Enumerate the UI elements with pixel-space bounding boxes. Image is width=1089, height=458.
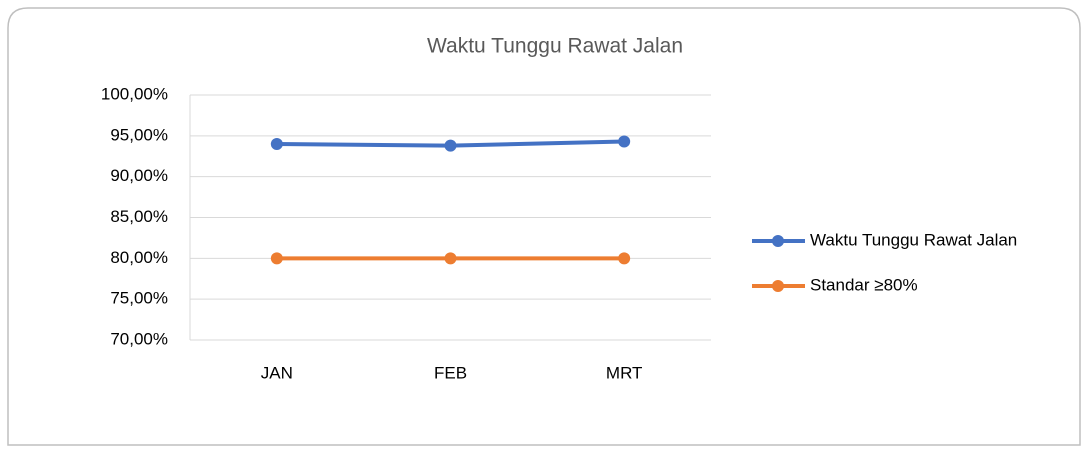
y-tick-label: 95,00% — [110, 125, 168, 144]
y-tick-label: 70,00% — [110, 329, 168, 348]
x-tick-label: MRT — [606, 363, 643, 382]
data-point — [270, 138, 283, 150]
y-tick-label: 100,00% — [101, 84, 168, 103]
y-tick-label: 75,00% — [110, 289, 168, 308]
y-tick-label: 90,00% — [110, 166, 168, 185]
chart-frame — [7, 7, 1081, 446]
legend-label: Standar ≥80% — [810, 275, 918, 294]
data-point — [618, 135, 631, 148]
x-tick-label: JAN — [261, 363, 293, 382]
data-point — [444, 139, 457, 152]
data-point — [618, 252, 631, 265]
y-tick-label: 85,00% — [110, 207, 168, 226]
legend-marker — [772, 235, 784, 247]
x-tick-label: FEB — [434, 363, 467, 382]
data-point — [444, 252, 457, 265]
legend-marker — [772, 280, 784, 292]
y-tick-label: 80,00% — [110, 248, 168, 267]
data-point — [270, 252, 283, 265]
chart-title: Waktu Tunggu Rawat Jalan — [427, 35, 683, 58]
legend-label: Waktu Tunggu Rawat Jalan — [810, 230, 1017, 249]
